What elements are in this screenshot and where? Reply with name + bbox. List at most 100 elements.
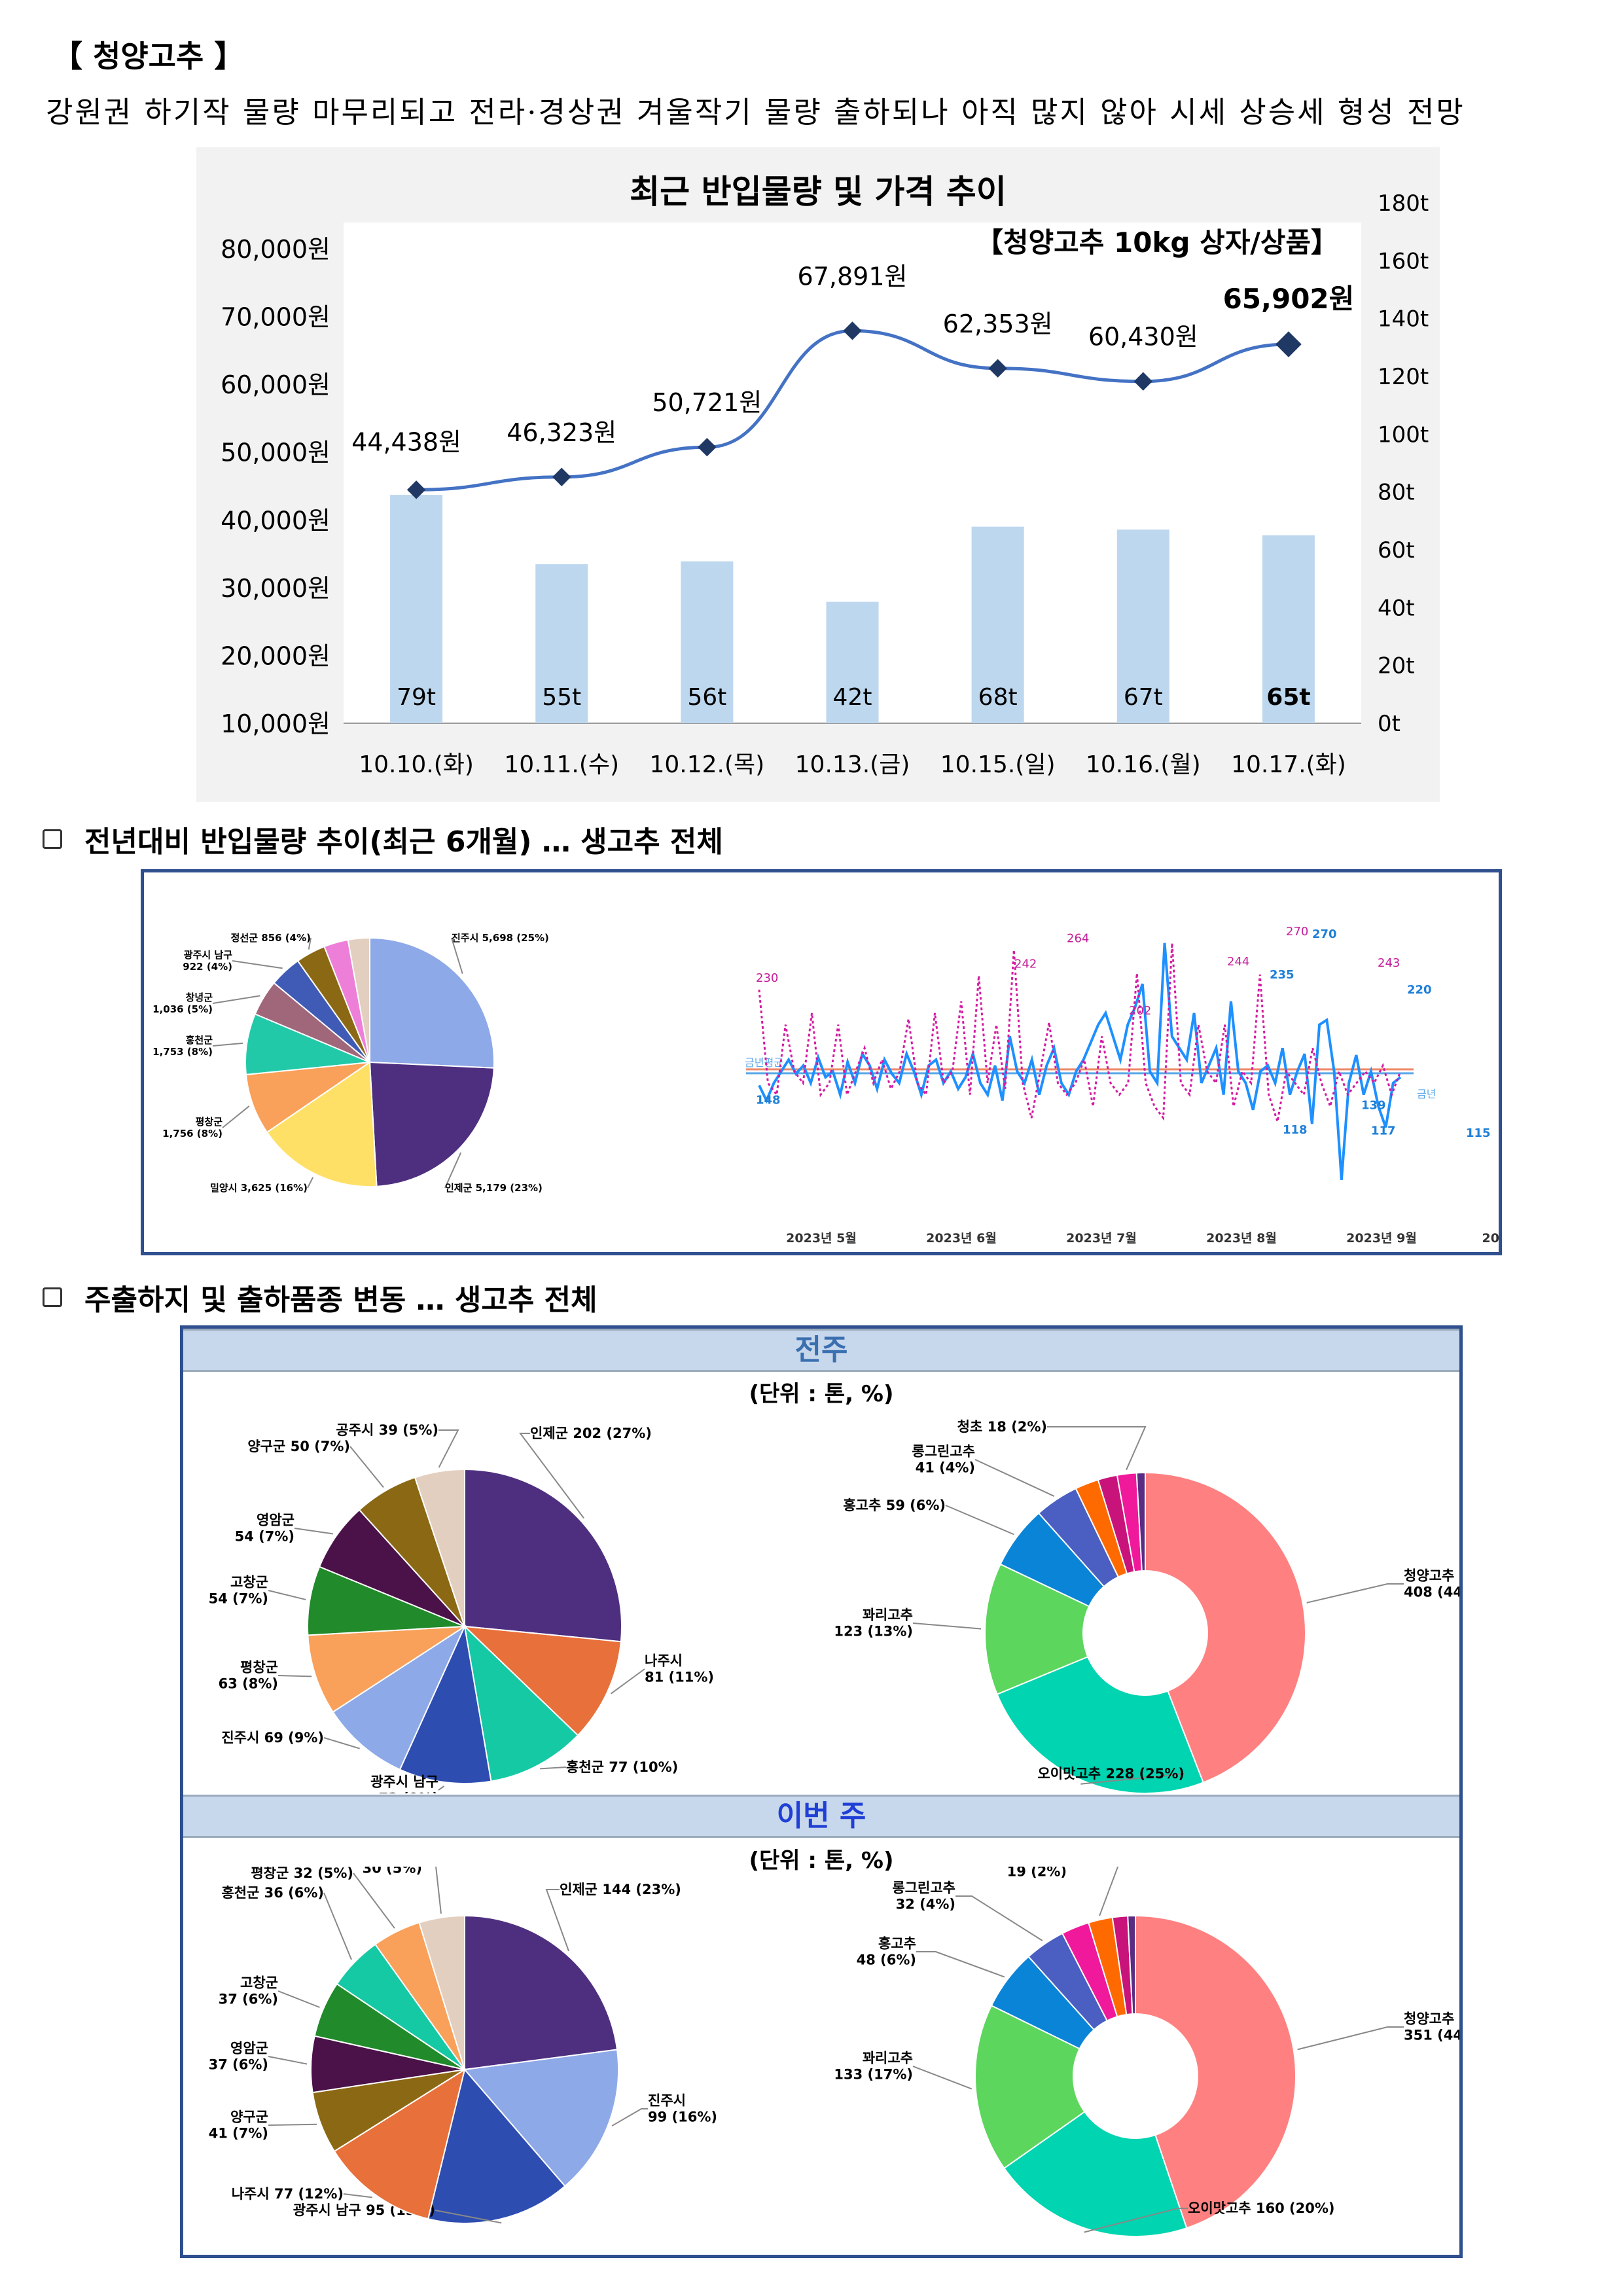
leader-line — [212, 1042, 243, 1047]
x-tick-label: 10.15.(일) — [940, 751, 1056, 778]
slice-label: 평창군 32 (5%) — [251, 1867, 353, 1881]
slice-label: 나주시 81 (11%) — [645, 1653, 714, 1685]
slice-label: 청초 18 (2%) — [957, 1419, 1047, 1435]
x-tick-label: 10.10.(화) — [359, 751, 474, 778]
volume-bar — [681, 561, 734, 723]
peak-label-current: 270 — [1312, 927, 1337, 941]
pie-slice — [266, 1061, 378, 1187]
peak-label-previous: 264 — [1067, 932, 1089, 946]
unit-label: (단위 : 톤, %) — [749, 1848, 894, 1874]
slice-label: 꽈리고추 123 (13%) — [834, 1607, 913, 1639]
slice-label: 오이맛고추 160 (20%) — [1188, 2200, 1335, 2216]
pie-slice — [996, 1656, 1204, 1793]
unit-label: (단위 : 톤, %) — [749, 1381, 894, 1407]
pie-slice — [245, 1013, 370, 1075]
peak-label-current: 220 — [1407, 983, 1432, 997]
slice-label: 인제군 202 (27%) — [530, 1426, 652, 1441]
slice-label: 홍천군 77 (10%) — [566, 1759, 678, 1775]
leader-line — [349, 1446, 384, 1488]
leader-line — [955, 1895, 1043, 1941]
slice-label: 정선군 856 (4%) — [231, 932, 311, 944]
leader-line — [308, 937, 312, 950]
slice-label: 창녕군 1,036 (5%) — [152, 992, 213, 1015]
leader-line — [307, 1177, 314, 1189]
peak-label-previous: 202 — [1129, 1004, 1151, 1018]
section-label: 전년대비 반입물량 추이(최근 6개월) … 생고추 전체 — [84, 825, 723, 859]
slice-label: 광주시 남구 922 (4%) — [183, 949, 232, 973]
volume-label: 79t — [397, 684, 436, 711]
pie-slice — [1135, 1914, 1296, 2229]
slice-label: 홍고추 59 (6%) — [843, 1498, 946, 1513]
trend-line-current — [758, 942, 1402, 1180]
pie-slice — [318, 1509, 465, 1627]
peak-label-previous: 270 — [1286, 925, 1308, 939]
x-tick-label: 10.13.(금) — [795, 751, 910, 778]
leader-line — [610, 1668, 645, 1695]
leader-line — [222, 1105, 250, 1128]
pie-slice — [463, 1625, 622, 1736]
peak-label-current: 118 — [1283, 1123, 1308, 1137]
leader-line — [1099, 1867, 1119, 1916]
volume-label: 65t — [1266, 684, 1310, 711]
slice-label: 진주시 69 (9%) — [221, 1730, 324, 1746]
slice-label: 홍고추 48 (6%) — [857, 1935, 916, 1967]
price-label: 50,721원 — [652, 388, 762, 417]
x-tick-label: 10.11.(수) — [504, 751, 619, 778]
pie-slice — [463, 1624, 579, 1782]
peak-label-current: 117 — [1371, 1124, 1396, 1138]
left-axis-tick: 10,000원 — [221, 709, 330, 738]
leader-line — [451, 937, 463, 974]
volume-bar — [535, 564, 588, 723]
slice-label: 꽈리고추 133 (17%) — [834, 2050, 913, 2082]
curr-week-band: 이번 주 — [183, 1795, 1459, 1838]
slice-label: 공주시30 (5%) — [363, 1867, 422, 1876]
leader-line — [323, 1892, 352, 1960]
leader-line — [323, 1737, 360, 1749]
right-axis-tick: 80t — [1378, 480, 1415, 506]
leader-line — [343, 2193, 373, 2198]
avg-label: 금년평균 — [745, 1056, 783, 1069]
slice-label: 인제군 5,179 (23%) — [445, 1182, 543, 1194]
pie-slice — [1003, 2111, 1188, 2237]
x-tick-label: 2023년 6월 — [926, 1231, 997, 1246]
page-title: 【 청양고추 】 — [52, 39, 245, 74]
slice-label: 홍천군 36 (6%) — [221, 1885, 324, 1901]
leader-line — [294, 1528, 333, 1535]
leader-line — [444, 1152, 462, 1189]
peak-label-current: 148 — [756, 1093, 781, 1107]
series-end-label: 금년 — [1417, 1088, 1436, 1100]
pie-slice — [974, 2004, 1086, 2170]
pie-slice — [464, 1468, 622, 1643]
peak-label-previous: 242 — [1014, 958, 1037, 971]
price-marker — [1275, 331, 1302, 357]
chart-subtitle: 【청양고추 10kg 상자/상품】 — [976, 226, 1338, 259]
slice-label: 홍천군 1,753 (8%) — [152, 1034, 213, 1058]
pie-slice — [464, 1914, 618, 2071]
pie-slice — [307, 1566, 465, 1636]
leader-line — [1080, 1773, 1185, 1785]
x-tick-label: 2023년 7월 — [1066, 1231, 1137, 1246]
pie-slice — [418, 1914, 465, 2070]
slice-label: 양구군 41 (7%) — [209, 2109, 268, 2141]
price-label: 44,438원 — [351, 427, 461, 456]
slice-label: 진주시 5,698 (25%) — [452, 932, 549, 944]
price-marker — [1133, 372, 1152, 391]
leader-line — [353, 1873, 395, 1929]
right-axis-tick: 160t — [1378, 248, 1429, 274]
x-tick-label: 2023년 9월 — [1346, 1231, 1417, 1246]
pie-slice — [427, 2068, 566, 2224]
curr-region-pie: 인제군 144 (23%)진주시 99 (16%)광주시 남구 95 (15%)나… — [209, 1867, 717, 2224]
left-axis-tick: 80,000원 — [221, 235, 330, 264]
x-tick-label: 10.16.(월) — [1086, 751, 1201, 778]
volume-trend-panel: 진주시 5,698 (25%) 인제군 5,179 (23%) 밀양시 3,625 … — [141, 869, 1502, 1255]
left-axis-tick: 60,000원 — [221, 370, 330, 399]
prev-region-pie: 인제군 202 (27%) 나주시 81 (11%) 홍천군 77 (10%) 광주시 … — [209, 1422, 714, 1793]
pie-slice — [399, 1624, 492, 1784]
right-axis-tick: 120t — [1378, 364, 1429, 390]
leader-line — [438, 1785, 445, 1791]
price-label: 46,323원 — [507, 418, 616, 447]
slice-label: 진주시 99 (16%) — [648, 2092, 717, 2125]
